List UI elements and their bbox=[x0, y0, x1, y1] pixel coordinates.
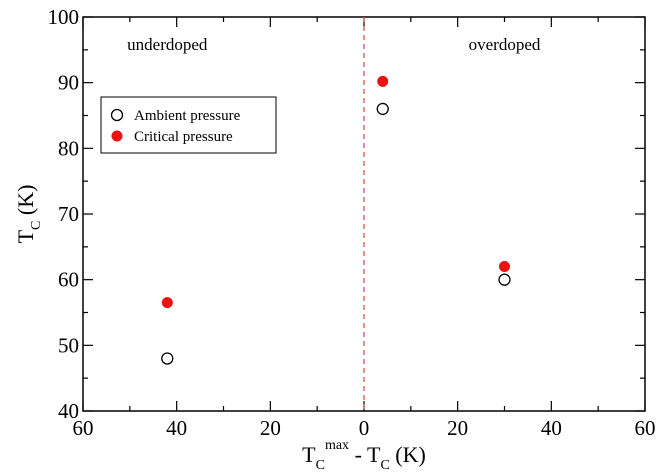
x-tick-label: 20 bbox=[260, 416, 281, 440]
y-tick-label: 80 bbox=[58, 136, 79, 160]
annotation-underdoped: underdoped bbox=[127, 35, 208, 54]
x-tick-label: 20 bbox=[447, 416, 468, 440]
y-axis-label-unit: (K) bbox=[13, 185, 38, 221]
x-axis-label-unit: (K) bbox=[390, 442, 426, 467]
data-points bbox=[161, 75, 511, 365]
scatter-point-critical bbox=[377, 75, 389, 87]
scatter-point-critical bbox=[499, 261, 510, 273]
annotation-overdoped: overdoped bbox=[469, 35, 541, 54]
legend-label-ambient: Ambient pressure bbox=[134, 108, 241, 124]
x-tick-label: 60 bbox=[635, 416, 656, 440]
legend-label-critical: Critical pressure bbox=[134, 129, 233, 145]
y-tick-label: 90 bbox=[58, 71, 79, 95]
legend: Ambient pressure Critical pressure bbox=[100, 96, 277, 154]
x-axis-label: TCmax - TC (K) bbox=[302, 438, 426, 472]
legend-marker-critical bbox=[111, 130, 123, 142]
scatter-point-ambient bbox=[376, 102, 389, 116]
x-axis-label-base: T bbox=[302, 442, 316, 467]
y-tick-label: 40 bbox=[58, 399, 79, 423]
y-axis-label: TC (K) bbox=[13, 185, 44, 244]
y-tick-label: 50 bbox=[58, 333, 79, 357]
scatter-point-ambient bbox=[498, 273, 511, 286]
y-axis-label-base: T bbox=[13, 229, 38, 243]
scatter-point-ambient bbox=[161, 352, 174, 365]
y-axis-label-sub: C bbox=[29, 221, 44, 230]
y-tick-label: 70 bbox=[58, 202, 79, 226]
x-axis-label-sup: max bbox=[325, 438, 349, 453]
y-tick-label: 60 bbox=[58, 268, 79, 292]
scatter-point-critical bbox=[161, 297, 173, 309]
x-tick-label: 60 bbox=[73, 416, 94, 440]
x-tick-label: 40 bbox=[541, 416, 562, 440]
x-axis-label-sub1: C bbox=[316, 458, 325, 472]
x-tick-label: 40 bbox=[166, 416, 187, 440]
x-axis-label-mid: - T bbox=[349, 442, 381, 467]
legend-marker-ambient bbox=[110, 108, 124, 122]
x-tick-label: 0 bbox=[359, 416, 370, 440]
legend-box bbox=[100, 96, 277, 154]
x-axis-label-sub2: C bbox=[380, 458, 389, 472]
y-tick-label: 100 bbox=[48, 5, 80, 29]
